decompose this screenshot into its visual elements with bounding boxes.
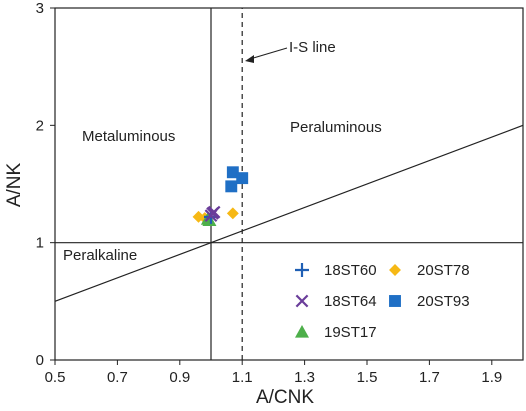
y-axis-label: A/NK <box>4 163 25 208</box>
is-line-label: I-S line <box>289 39 336 56</box>
x-tick-label: 1.1 <box>232 369 253 386</box>
y-tick-label: 0 <box>36 352 44 369</box>
axis-ticks: 0.5 0.7 0.9 1.1 1.3 1.5 1.7 1.9 0 1 2 3 <box>36 0 503 386</box>
legend: 18ST60 18ST64 19ST17 20ST78 20ST93 <box>295 262 470 341</box>
legend-marker-18st64 <box>295 294 309 308</box>
legend-marker-20st93 <box>389 295 401 307</box>
x-tick-label: 1.7 <box>419 369 440 386</box>
x-axis-label: A/CNK <box>256 387 314 408</box>
point-20st93 <box>226 166 239 179</box>
region-label-peraluminous: Peraluminous <box>290 119 382 136</box>
plot-frame <box>54 7 524 361</box>
x-tick-label: 0.9 <box>169 369 190 386</box>
plot-area-border <box>54 7 524 361</box>
y-tick-label: 2 <box>36 117 44 134</box>
legend-label-18st60: 18ST60 <box>324 262 377 279</box>
ref-line-diagonal <box>54 124 524 302</box>
x-tick-label: 0.5 <box>45 369 66 386</box>
y-tick-label: 1 <box>36 235 44 252</box>
x-tick-label: 0.7 <box>107 369 128 386</box>
legend-label-19st17: 19ST17 <box>324 324 377 341</box>
point-20st93 <box>225 180 238 193</box>
region-label-metaluminous: Metaluminous <box>82 128 175 145</box>
region-label-peralkaline: Peralkaline <box>63 247 137 264</box>
x-tick-label: 1.9 <box>481 369 502 386</box>
x-tick-label: 1.5 <box>357 369 378 386</box>
legend-marker-20st78 <box>389 264 401 276</box>
x-tick-label: 1.3 <box>294 369 315 386</box>
point-20st78 <box>226 207 239 220</box>
y-tick-label: 3 <box>36 0 44 17</box>
legend-label-18st64: 18ST64 <box>324 293 377 310</box>
legend-marker-19st17 <box>295 325 309 338</box>
data-points <box>192 166 249 226</box>
legend-label-20st93: 20ST93 <box>417 293 470 310</box>
is-line-arrowhead <box>245 55 254 63</box>
point-18st64 <box>206 206 219 220</box>
legend-marker-18st60 <box>295 263 309 277</box>
legend-label-20st78: 20ST78 <box>417 262 470 279</box>
point-20st93 <box>236 172 249 185</box>
is-line-arrow <box>249 47 288 60</box>
